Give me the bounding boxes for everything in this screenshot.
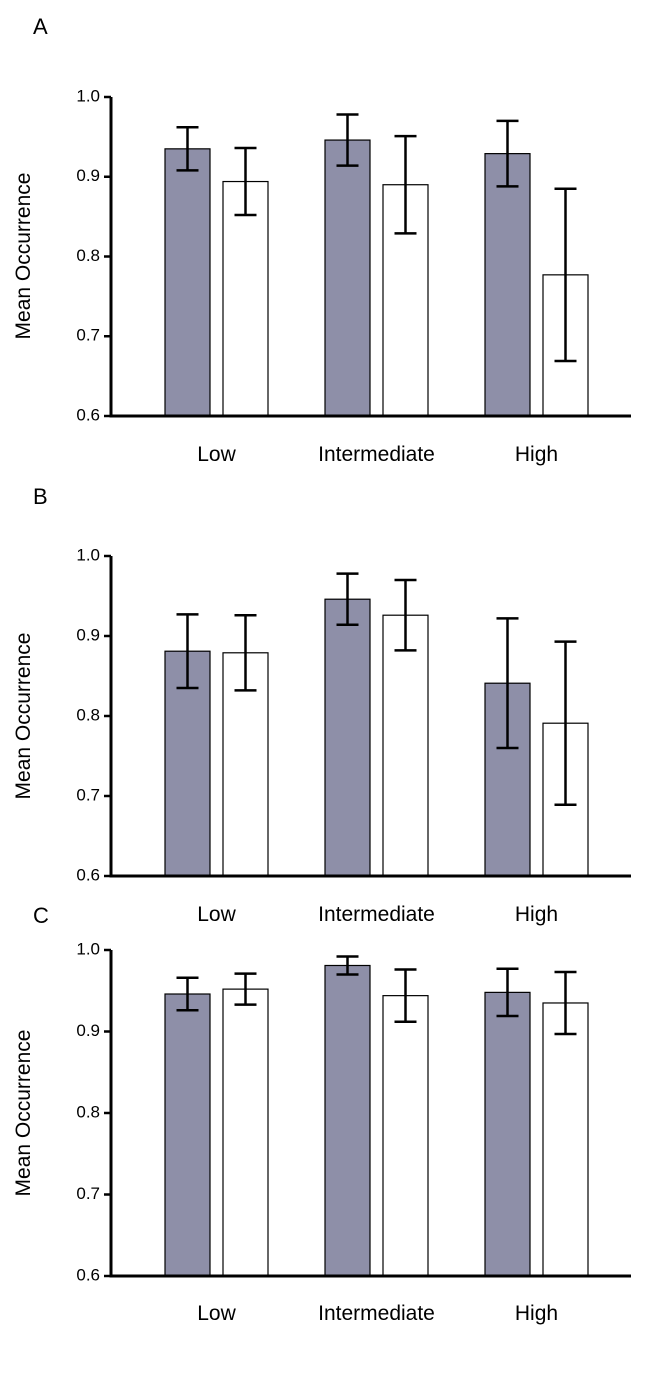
y-tick-label: 0.6 [76,405,100,424]
y-tick-label: 0.7 [76,785,100,804]
y-tick-label: 0.9 [76,166,100,185]
bar-series1-low [164,993,211,1277]
category-label-low: Low [197,903,236,926]
y-tick-label: 1.0 [76,86,100,105]
bar-series2-low [222,180,269,417]
category-label-intermediate: Intermediate [318,1302,435,1325]
category-label-intermediate: Intermediate [318,903,435,926]
category-label-intermediate: Intermediate [318,443,435,466]
bar-series2-intermediate [382,995,429,1277]
bar-series2-intermediate [382,614,429,877]
category-label-high: High [515,1302,558,1325]
y-axis-label: Mean Occurrence [12,173,35,340]
bar-series1-high [484,153,531,417]
chart-panel-A: A Mean Occurrence 0.6 0.7 0.8 0.9 1.0 Low Interm… [12,14,631,466]
category-label-high: High [515,903,558,926]
y-tick-label: 0.7 [76,326,100,345]
panel-letter: C [33,903,49,928]
category-label-low: Low [197,443,236,466]
y-tick-label: 0.9 [76,1021,100,1040]
panel-letter: A [33,14,48,39]
bar-series1-high [484,991,531,1277]
bar-series2-high [542,1002,589,1277]
bar-series1-intermediate [324,964,371,1277]
y-tick-label: 0.8 [76,246,100,265]
bar-series1-intermediate [324,139,371,417]
y-tick-label: 0.7 [76,1184,100,1203]
category-label-high: High [515,443,558,466]
category-label-low: Low [197,1302,236,1325]
y-tick-label: 0.6 [76,1265,100,1284]
y-tick-label: 0.8 [76,1102,100,1121]
chart-panel-B: B Mean Occurrence 0.6 0.7 0.8 0.9 1.0 Low Interm… [12,484,631,926]
bar-series1-intermediate [324,598,371,877]
y-tick-label: 1.0 [76,545,100,564]
y-tick-label: 0.8 [76,705,100,724]
y-tick-label: 1.0 [76,939,100,958]
chart-panel-C: C Mean Occurrence 0.6 0.7 0.8 0.9 1.0 Low Interm… [12,903,631,1325]
y-tick-label: 0.9 [76,625,100,644]
bar-series1-low [164,148,211,417]
y-tick-label: 0.6 [76,865,100,884]
y-axis-label: Mean Occurrence [12,633,35,800]
y-axis-label: Mean Occurrence [12,1030,35,1197]
panel-letter: B [33,484,48,509]
bar-series2-low [222,988,269,1277]
